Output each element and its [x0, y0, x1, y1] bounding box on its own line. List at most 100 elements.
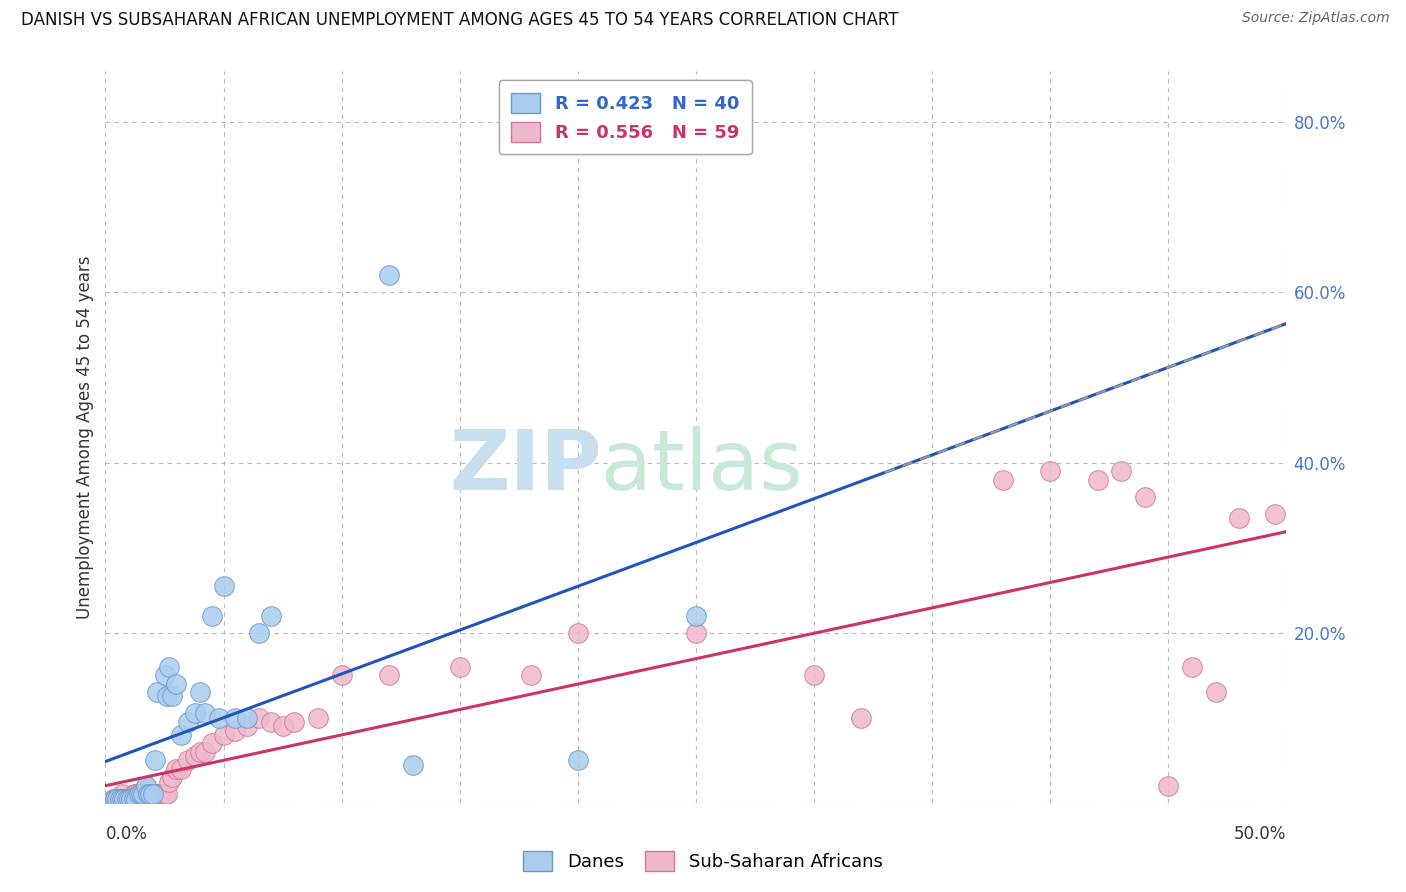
Point	[188, 745, 211, 759]
Point	[283, 714, 305, 729]
Point	[236, 711, 259, 725]
Text: atlas: atlas	[602, 425, 803, 507]
Point	[132, 787, 155, 801]
Point	[118, 791, 141, 805]
Text: Source: ZipAtlas.com: Source: ZipAtlas.com	[1241, 11, 1389, 25]
Point	[122, 791, 145, 805]
Point	[519, 668, 541, 682]
Text: DANISH VS SUBSAHARAN AFRICAN UNEMPLOYMENT AMONG AGES 45 TO 54 YEARS CORRELATION : DANISH VS SUBSAHARAN AFRICAN UNEMPLOYMEN…	[21, 11, 898, 29]
Point	[378, 668, 401, 682]
Point	[101, 791, 124, 805]
Point	[105, 791, 128, 805]
Text: 0.0%: 0.0%	[105, 825, 148, 843]
Point	[115, 791, 138, 805]
Point	[104, 791, 127, 805]
Point	[125, 791, 148, 805]
Point	[112, 791, 135, 805]
Point	[120, 791, 142, 805]
Point	[307, 711, 329, 725]
Point	[105, 791, 128, 805]
Point	[142, 787, 165, 801]
Point	[177, 753, 200, 767]
Point	[1133, 490, 1156, 504]
Point	[136, 787, 159, 801]
Point	[1157, 779, 1180, 793]
Point	[1205, 685, 1227, 699]
Point	[567, 625, 589, 640]
Text: ZIP: ZIP	[449, 425, 602, 507]
Point	[149, 787, 172, 801]
Point	[1087, 473, 1109, 487]
Point	[128, 787, 150, 801]
Point	[156, 787, 179, 801]
Point	[212, 728, 235, 742]
Point	[139, 787, 162, 801]
Point	[143, 753, 166, 767]
Point	[136, 787, 159, 801]
Point	[146, 685, 169, 699]
Point	[1227, 511, 1250, 525]
Point	[208, 711, 231, 725]
Point	[194, 745, 217, 759]
Point	[108, 791, 131, 805]
Point	[139, 787, 162, 801]
Point	[184, 706, 207, 721]
Point	[118, 791, 141, 805]
Point	[111, 787, 134, 801]
Point	[135, 779, 157, 793]
Point	[156, 690, 179, 704]
Point	[153, 668, 176, 682]
Point	[160, 690, 183, 704]
Point	[111, 791, 134, 805]
Point	[122, 787, 145, 801]
Point	[170, 762, 193, 776]
Point	[104, 791, 127, 805]
Point	[165, 762, 187, 776]
Point	[330, 668, 353, 682]
Point	[120, 791, 142, 805]
Point	[567, 753, 589, 767]
Point	[201, 736, 224, 750]
Point	[212, 579, 235, 593]
Point	[132, 787, 155, 801]
Point	[153, 787, 176, 801]
Point	[260, 714, 283, 729]
Point	[224, 711, 246, 725]
Point	[143, 787, 166, 801]
Point	[142, 787, 165, 801]
Point	[165, 677, 187, 691]
Point	[157, 659, 180, 673]
Point	[125, 787, 148, 801]
Point	[1109, 464, 1132, 478]
Point	[146, 787, 169, 801]
Point	[188, 685, 211, 699]
Point	[150, 787, 173, 801]
Point	[685, 625, 707, 640]
Point	[160, 770, 183, 784]
Point	[236, 719, 259, 733]
Point	[194, 706, 217, 721]
Point	[135, 779, 157, 793]
Y-axis label: Unemployment Among Ages 45 to 54 years: Unemployment Among Ages 45 to 54 years	[76, 255, 94, 619]
Point	[108, 791, 131, 805]
Legend: Danes, Sub-Saharan Africans: Danes, Sub-Saharan Africans	[516, 844, 890, 879]
Point	[803, 668, 825, 682]
Point	[177, 714, 200, 729]
Point	[112, 791, 135, 805]
Point	[685, 608, 707, 623]
Point	[129, 787, 152, 801]
Point	[157, 774, 180, 789]
Point	[378, 268, 401, 283]
Point	[201, 608, 224, 623]
Point	[224, 723, 246, 738]
Point	[170, 728, 193, 742]
Point	[991, 473, 1014, 487]
Point	[184, 749, 207, 764]
Point	[128, 787, 150, 801]
Point	[247, 711, 270, 725]
Point	[271, 719, 294, 733]
Point	[115, 791, 138, 805]
Point	[1264, 507, 1286, 521]
Point	[1181, 659, 1204, 673]
Point	[449, 659, 471, 673]
